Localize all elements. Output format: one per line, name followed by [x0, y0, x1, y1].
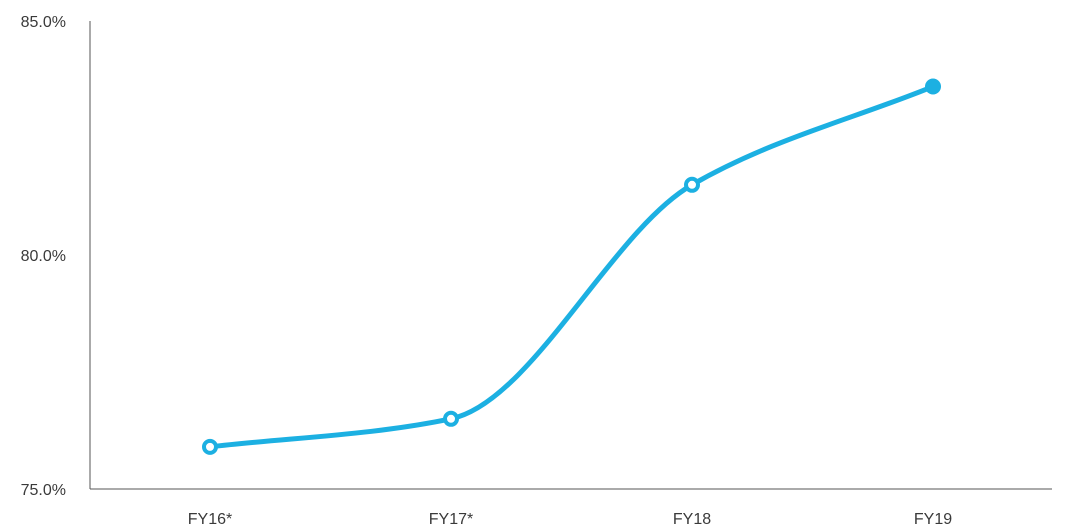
y-tick-labels: 75.0% 80.0% 85.0%	[21, 14, 66, 499]
x-tick-label: FY18	[673, 511, 711, 528]
y-tick-label: 75.0%	[21, 482, 66, 499]
data-point	[684, 176, 700, 193]
marker-layer	[202, 78, 941, 455]
x-tick-label: FY17*	[429, 511, 473, 528]
data-point	[202, 438, 218, 455]
series-layer	[207, 84, 936, 450]
x-tick-label: FY16*	[188, 511, 232, 528]
x-tick-labels: FY16* FY17* FY18 FY19	[188, 511, 952, 528]
y-tick-label: 80.0%	[21, 248, 66, 265]
axes	[89, 21, 1052, 490]
data-point	[925, 78, 941, 95]
x-tick-label: FY19	[914, 511, 952, 528]
y-tick-label: 85.0%	[21, 14, 66, 31]
data-point	[443, 410, 459, 427]
series-line	[207, 84, 936, 450]
